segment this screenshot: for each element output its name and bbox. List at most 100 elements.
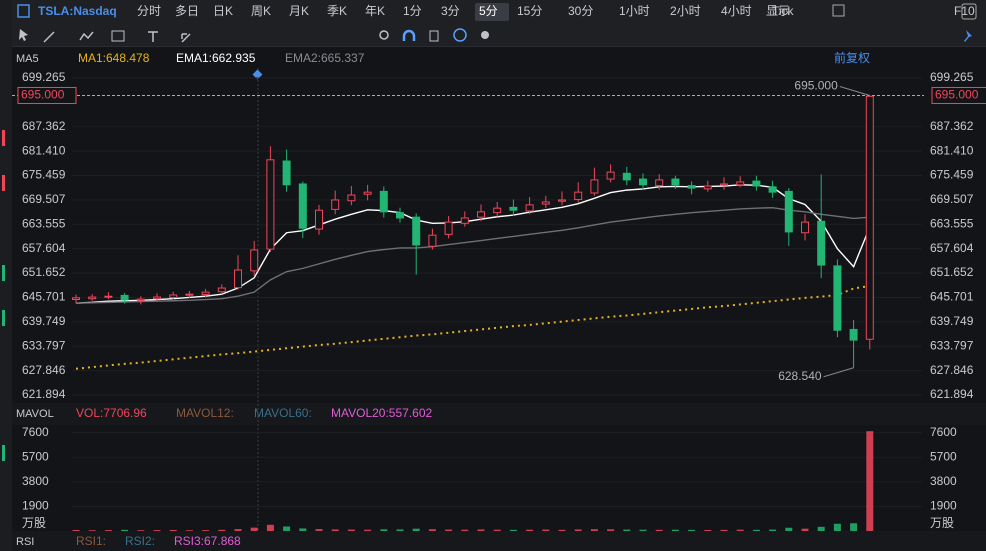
candle-body (396, 212, 404, 219)
f10[interactable]: F10 (954, 4, 975, 18)
vol-unit-right: 万股 (930, 516, 954, 530)
pin[interactable] (964, 30, 972, 42)
candle-body (493, 207, 502, 214)
period-tab[interactable]: Tick (772, 4, 795, 18)
vol-bar (655, 529, 663, 531)
trash-tool[interactable] (429, 30, 439, 42)
y-tick-label: 669.507 (22, 192, 66, 206)
period-tab[interactable]: 月K (289, 4, 309, 18)
vol-tick-label: 7600 (22, 425, 49, 439)
vol-tick-label-right: 1900 (930, 499, 957, 513)
period-tab[interactable]: 年K (365, 4, 385, 18)
candle-body (655, 179, 664, 187)
candle-body (687, 185, 696, 189)
y-tick-label: 687.362 (22, 119, 66, 133)
vol-bar (850, 523, 858, 531)
checkbox[interactable] (832, 4, 845, 17)
symbol[interactable]: TSLA:Nasdaq (38, 4, 117, 18)
vol-bar (347, 529, 355, 531)
period-tab[interactable]: 15分 (517, 4, 542, 18)
vol-tick-label: 1900 (22, 499, 49, 513)
fib-tool[interactable] (111, 30, 125, 42)
vol-bar (833, 523, 841, 531)
period-tab[interactable]: 季K (327, 4, 347, 18)
period-tab[interactable]: 2小时 (670, 4, 701, 18)
candle-body (347, 194, 356, 202)
magnet-tool[interactable] (402, 29, 416, 41)
eye-tool[interactable] (379, 30, 389, 40)
window-icon[interactable] (961, 3, 977, 20)
candle-body (509, 206, 518, 211)
gutter-mark (2, 310, 5, 326)
ema1-label: EMA1:662.935 (176, 51, 256, 65)
vol-bar (866, 431, 874, 531)
period-tab[interactable]: 多日 (175, 4, 199, 18)
left-gutter (0, 0, 12, 551)
candle-body (574, 191, 583, 201)
y-tick-label: 663.555 (22, 216, 66, 230)
low-note-line (823, 367, 854, 378)
y-tick-label: 627.846 (22, 363, 66, 377)
y-tick-label-right: 639.749 (930, 314, 974, 328)
period-tab[interactable]: 4小时 (721, 4, 752, 18)
vol-bar (185, 530, 193, 531)
vol-bar (412, 528, 420, 531)
vol-bar (688, 529, 696, 531)
vol-bar (72, 529, 80, 531)
rsi-indicator[interactable]: RSI (16, 536, 34, 548)
vol-bar (607, 529, 615, 531)
ma-line (75, 285, 870, 370)
period-tab[interactable]: 1分 (403, 4, 422, 18)
y-tick-label: 681.410 (22, 143, 66, 157)
candle-body (136, 298, 145, 301)
candle-body (88, 296, 97, 300)
candle-body (104, 295, 113, 298)
arrow-tool[interactable] (181, 33, 191, 43)
y-tick-label: 675.459 (22, 168, 66, 182)
display-menu[interactable]: 显示 (766, 4, 790, 18)
vol-indicator[interactable]: MAVOL (16, 408, 54, 420)
y-tick-label-right: 663.555 (930, 216, 974, 230)
divider (0, 46, 986, 47)
sync-tool[interactable] (453, 28, 467, 42)
vol-tick-label: 5700 (22, 449, 49, 463)
vol-bar (315, 529, 323, 531)
vol-bar (493, 529, 501, 531)
period-tab[interactable]: 3分 (441, 4, 460, 18)
cursor-tool[interactable] (19, 29, 28, 41)
candle-body (477, 211, 485, 218)
adjust-menu[interactable]: 前复权 (834, 50, 870, 65)
mavol12-label: MAVOL12: (176, 406, 234, 420)
vol-bar (283, 526, 291, 531)
period-tab[interactable]: 5分 (479, 4, 498, 18)
candle-body (817, 220, 826, 266)
gutter-mark (2, 265, 5, 281)
vol-bar (88, 530, 96, 531)
rsi3-label: RSI3:67.868 (174, 534, 241, 548)
vol-bar (396, 529, 404, 531)
main-indicator[interactable]: MA5 (16, 53, 39, 65)
candle-body (752, 180, 761, 187)
period-tab[interactable]: 日K (213, 4, 233, 18)
vol-bar (801, 528, 809, 531)
candle-body (266, 159, 275, 250)
line-tool[interactable] (43, 31, 55, 43)
period-tab[interactable]: 1小时 (619, 4, 650, 18)
settings-tool[interactable] (481, 31, 489, 39)
candle-body (331, 199, 340, 210)
y-tick-label-right: 681.410 (930, 143, 974, 157)
poly-tool[interactable] (79, 31, 94, 41)
vol-bar (477, 529, 485, 531)
vol-bar (299, 528, 307, 531)
candle-body (801, 221, 809, 234)
ma-line (75, 207, 870, 304)
draw-tools (19, 28, 972, 43)
period-tab[interactable]: 分时 (137, 4, 161, 18)
period-tab[interactable]: 30分 (568, 4, 593, 18)
text-tool[interactable] (148, 31, 158, 42)
vol-bar (509, 529, 517, 531)
y-tick-label: 633.797 (22, 338, 66, 352)
period-tab[interactable]: 周K (251, 4, 271, 18)
vol-bar (461, 529, 469, 531)
